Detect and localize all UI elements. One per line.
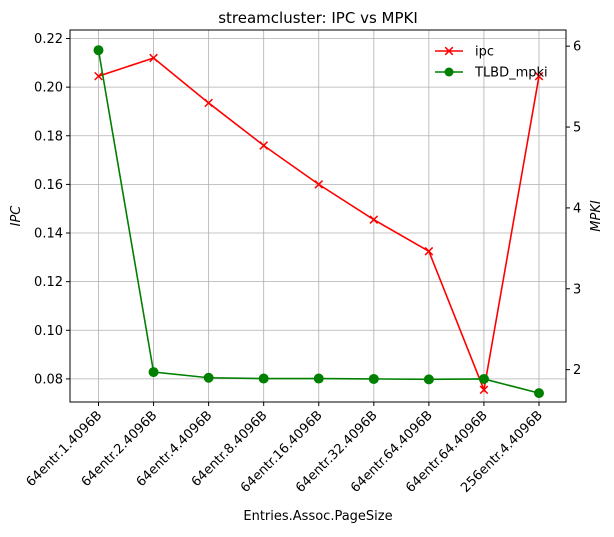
data-point-ipc <box>534 71 544 81</box>
y-left-tick-label: 0.10 <box>34 324 63 339</box>
data-point-ipc <box>314 180 324 189</box>
y-left-tick-label: 0.16 <box>34 178 63 193</box>
y-right-tick-label: 4 <box>573 201 581 216</box>
y-left-tick-label: 0.22 <box>34 32 63 47</box>
y-left-tick-label: 0.18 <box>34 129 63 144</box>
data-point-TLBD_mpki <box>93 45 104 56</box>
y-left-tick-label: 0.08 <box>34 372 63 387</box>
chart-title: streamcluster: IPC vs MPKI <box>218 9 418 27</box>
data-point-ipc <box>204 98 213 108</box>
legend-marker-ipc <box>444 46 454 56</box>
data-point-ipc <box>94 71 103 81</box>
legend-label-ipc: ipc <box>475 45 494 60</box>
y-axis-left-label: IPC <box>9 205 24 227</box>
data-point-ipc <box>479 385 489 395</box>
data-point-TLBD_mpki <box>368 373 379 384</box>
data-point-TLBD_mpki <box>203 372 214 383</box>
legend: ipc TLBD_mpki <box>435 45 548 81</box>
plot-frame <box>69 29 567 403</box>
data-point-TLBD_mpki <box>258 373 269 384</box>
data-point-TLBD_mpki <box>423 374 434 385</box>
y-right-tick-label: 6 <box>573 40 581 55</box>
legend-marker-TLBD_mpki <box>444 67 454 77</box>
y-left-tick-label: 0.20 <box>34 81 63 96</box>
series-layer <box>93 45 544 399</box>
y-axis-right-label: MPKI <box>589 200 604 232</box>
data-point-TLBD_mpki <box>148 367 159 378</box>
data-point-TLBD_mpki <box>478 373 489 384</box>
y-left-tick-label: 0.12 <box>34 275 63 290</box>
data-point-TLBD_mpki <box>534 388 544 399</box>
data-point-ipc <box>424 246 434 256</box>
y-left-tick-label: 0.14 <box>34 227 63 242</box>
y-right-tick-label: 3 <box>573 282 581 297</box>
y-right-tick-label: 2 <box>573 363 581 378</box>
data-point-ipc <box>369 215 379 224</box>
data-point-ipc <box>259 141 269 150</box>
data-point-ipc <box>149 53 158 63</box>
x-axis-label: Entries.Assoc.PageSize <box>243 509 392 524</box>
data-point-TLBD_mpki <box>313 373 324 384</box>
y-right-tick-label: 5 <box>573 121 581 136</box>
legend-label-TLBD_mpki: TLBD_mpki <box>474 66 548 81</box>
